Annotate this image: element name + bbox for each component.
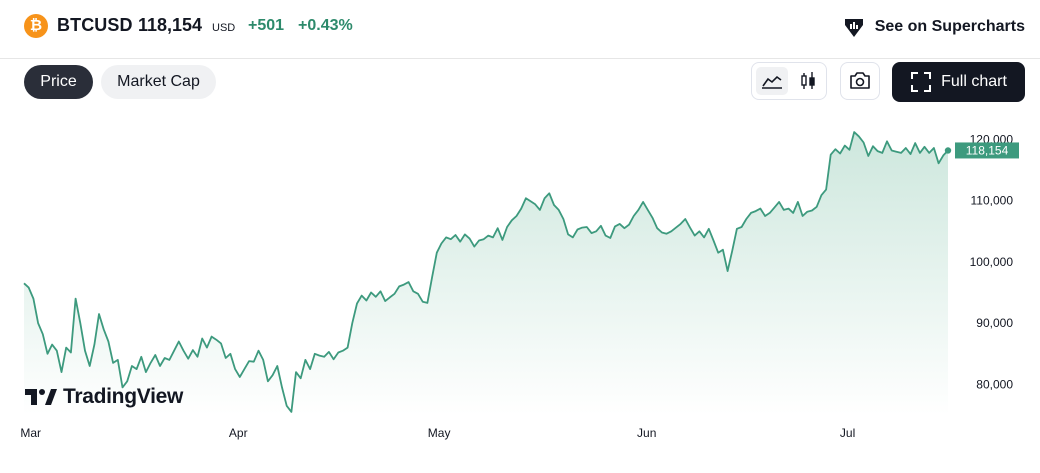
x-tick-label: May bbox=[428, 426, 451, 440]
chart-style-toggle bbox=[751, 62, 827, 100]
y-tick-label: 100,000 bbox=[970, 255, 1014, 269]
tab-price[interactable]: Price bbox=[24, 65, 93, 99]
fullscreen-icon bbox=[911, 72, 932, 92]
last-price-dot bbox=[944, 147, 952, 154]
currency-unit: USD bbox=[212, 22, 236, 34]
tradingview-logo-icon bbox=[25, 389, 57, 405]
supercharts-icon bbox=[844, 19, 863, 37]
x-tick-label: Jul bbox=[840, 426, 855, 440]
line-chart-icon bbox=[762, 75, 782, 89]
last-price: 118,154 bbox=[138, 15, 203, 35]
x-tick-label: Mar bbox=[20, 426, 41, 440]
supercharts-label: See on Supercharts bbox=[874, 18, 1025, 35]
last-price-label: 118,154 bbox=[966, 143, 1009, 157]
y-tick-label: 90,000 bbox=[976, 316, 1013, 330]
tab-market-cap[interactable]: Market Cap bbox=[101, 65, 216, 99]
see-on-supercharts-link[interactable]: See on Supercharts bbox=[842, 13, 1025, 41]
tradingview-logo: TradingView bbox=[25, 385, 183, 409]
price-line bbox=[23, 131, 949, 413]
y-tick-label: 80,000 bbox=[976, 377, 1013, 391]
camera-icon bbox=[850, 72, 870, 89]
y-tick-label: 110,000 bbox=[971, 194, 1014, 208]
candlestick-chart-button[interactable] bbox=[792, 67, 824, 95]
full-chart-label: Full chart bbox=[941, 73, 1007, 90]
candlestick-icon bbox=[801, 72, 815, 89]
x-tick-label: Jun bbox=[637, 426, 656, 440]
symbol-name: BTCUSD bbox=[57, 15, 133, 35]
header: ₿ BTCUSD 118,154 USD +501 +0.43% See on … bbox=[0, 0, 1040, 59]
x-tick-label: Apr bbox=[229, 426, 248, 440]
snapshot-button[interactable] bbox=[840, 62, 880, 100]
price-change-percent: +0.43% bbox=[298, 17, 353, 34]
last-price-label-background bbox=[955, 142, 1019, 159]
bitcoin-icon: ₿ bbox=[24, 14, 48, 38]
price-area-fill bbox=[24, 132, 948, 415]
price-change: +501 bbox=[248, 17, 285, 34]
line-chart-button[interactable] bbox=[756, 67, 788, 95]
full-chart-button[interactable]: Full chart bbox=[892, 62, 1025, 102]
tradingview-logo-text: TradingView bbox=[63, 385, 184, 408]
